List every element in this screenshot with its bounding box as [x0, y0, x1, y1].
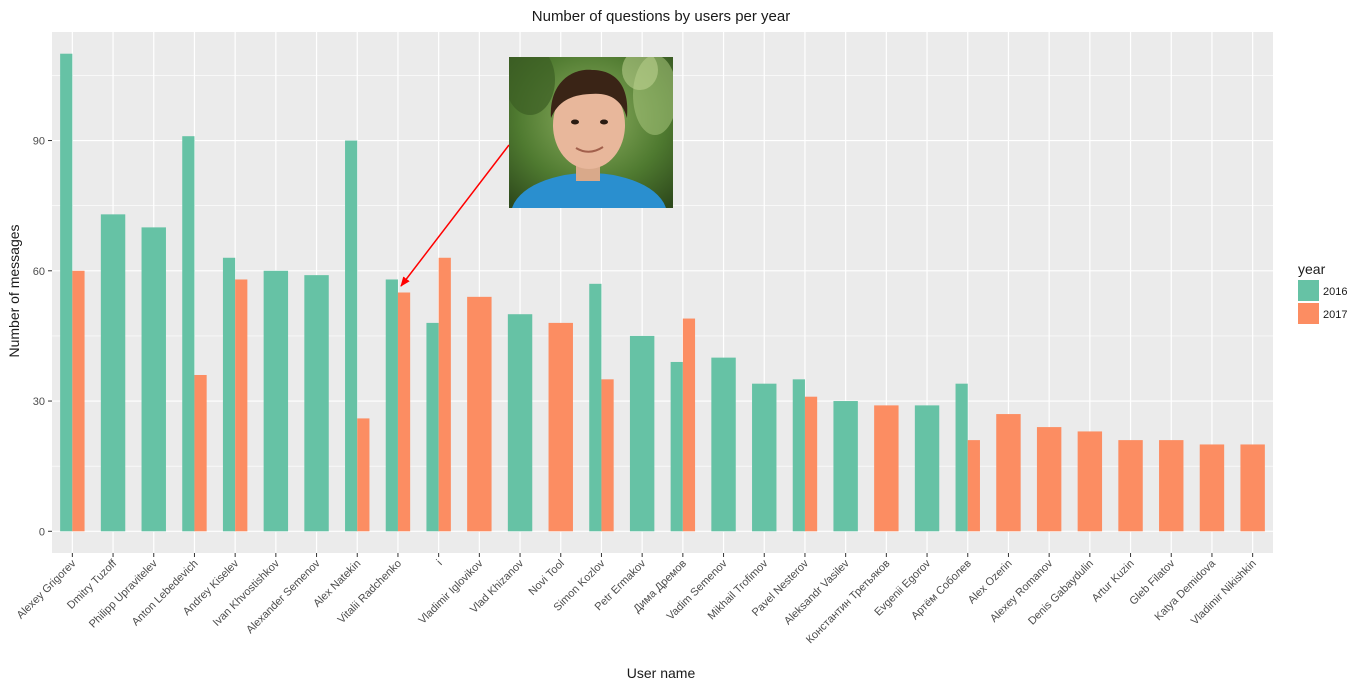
bar-2017	[682, 318, 696, 532]
bar-2017	[1118, 440, 1143, 532]
bars	[60, 53, 1265, 532]
bar-2017	[996, 414, 1021, 532]
y-tick-label: 30	[33, 396, 45, 408]
bar-2017	[1159, 440, 1184, 532]
bar-2017	[1240, 444, 1265, 532]
y-tick-label: 90	[33, 136, 45, 148]
bar-2016	[141, 227, 166, 532]
x-tick-label: Philipp Upravitelev	[87, 557, 160, 630]
x-tick-label: Vladimir Iglovikov	[416, 557, 485, 626]
legend-label-2016: 2016	[1323, 286, 1347, 298]
x-axis-title: User name	[627, 665, 696, 681]
y-tick-label: 0	[39, 526, 45, 538]
y-axis-title: Number of messages	[6, 224, 22, 357]
bar-2017	[548, 322, 573, 532]
bar-2016	[345, 140, 358, 532]
bar-2017	[72, 270, 85, 532]
bar-2017	[804, 396, 818, 532]
bar-2016	[182, 136, 195, 532]
y-tick-label: 60	[33, 266, 45, 278]
legend-title: year	[1298, 261, 1326, 277]
bar-2016	[60, 53, 73, 532]
bar-2016	[507, 314, 533, 532]
x-tick-label: Alexey Grigorev	[15, 557, 79, 621]
bar-2017	[1199, 444, 1225, 532]
legend: year 2016 2017	[1298, 261, 1347, 324]
bar-2016	[426, 322, 439, 532]
bar-2016	[752, 383, 777, 532]
x-tick-label: Novi Tool	[527, 558, 567, 598]
bar-2017	[601, 379, 614, 532]
bar-2016	[304, 275, 329, 532]
bar-2016	[711, 357, 736, 532]
bar-2017	[467, 296, 492, 532]
legend-key-2016	[1298, 280, 1319, 301]
annotation-arrow	[400, 144, 510, 287]
bar-2017	[874, 405, 899, 532]
bar-2016	[670, 361, 683, 532]
bar-2016	[955, 383, 968, 532]
bar-2017	[438, 257, 451, 532]
bar-2016	[589, 283, 602, 532]
bar-2016	[263, 270, 289, 532]
bar-2017	[1077, 431, 1103, 532]
bar-2017	[1036, 427, 1062, 532]
chart-title: Number of questions by users per year	[532, 8, 790, 25]
bar-2017	[235, 279, 248, 532]
bar-2016	[914, 405, 940, 532]
legend-label-2017: 2017	[1323, 309, 1347, 321]
bar-2016	[833, 401, 858, 532]
x-tick-label: Alexander Semenov	[244, 557, 323, 636]
bar-2016	[100, 214, 126, 532]
bar-2017	[357, 418, 370, 532]
bar-2016	[385, 279, 398, 532]
profile-photo	[509, 57, 673, 208]
bar-2017	[194, 374, 207, 532]
bar-2016	[222, 257, 236, 532]
legend-key-2017	[1298, 303, 1319, 324]
bar-2017	[967, 440, 980, 532]
bar-2017	[397, 292, 411, 532]
y-axis: 0 30 60 90	[33, 136, 52, 538]
bar-2016	[629, 335, 655, 532]
x-tick-label: i	[435, 558, 445, 568]
bar-2016	[792, 379, 805, 532]
